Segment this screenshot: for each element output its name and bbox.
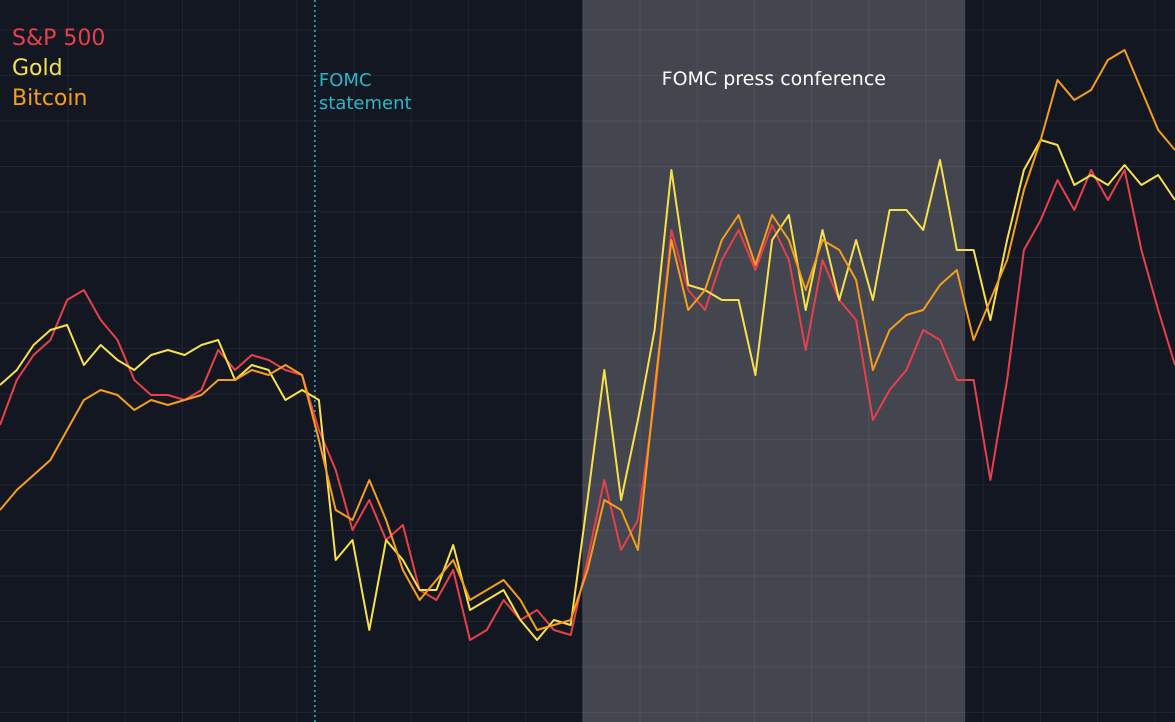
series-line [0,139,1175,641]
legend-entry: Bitcoin [12,86,88,111]
span-label: FOMC press conference [661,68,886,90]
legend-entry: Gold [12,56,63,81]
series-line [0,169,1175,641]
legend-entry: S&P 500 [12,26,106,51]
legend: S&P 500 Gold Bitcoin [12,24,105,114]
series-line [0,49,1175,631]
shaded-span [582,0,966,722]
event-label: FOMC statement [318,70,412,114]
